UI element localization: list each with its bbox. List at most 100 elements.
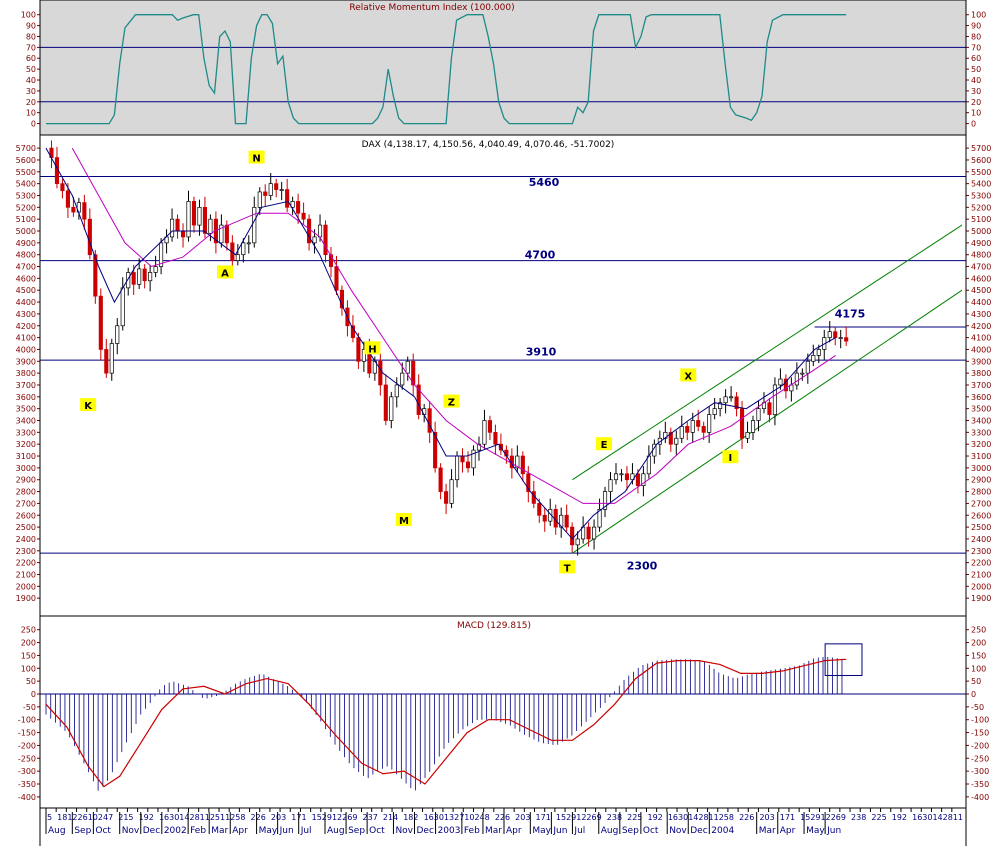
day-label: 10 (88, 813, 98, 822)
price-tick-left: 4000 (16, 345, 36, 354)
day-label: 16 (424, 813, 434, 822)
candle-body (740, 408, 745, 439)
day-label: 6 (749, 813, 754, 822)
candle-body (334, 266, 339, 291)
annotation-marker (364, 341, 381, 355)
price-tick-right: 4300 (971, 310, 991, 319)
day-label: 17 (780, 813, 790, 822)
day-label: 29 (322, 813, 332, 822)
macd-tick-right: -50 (971, 703, 984, 712)
price-tick-left: 2200 (16, 559, 36, 568)
price-tick-left: 3400 (16, 417, 36, 426)
annotation-label: E (601, 440, 608, 451)
month-label: Nov (669, 826, 687, 836)
price-tick-right: 5200 (971, 203, 991, 212)
price-tick-right: 3300 (971, 428, 991, 437)
day-label: 14 (932, 813, 942, 822)
price-tick-right: 2000 (971, 582, 991, 591)
candle-body (98, 295, 103, 350)
candle-body (690, 420, 695, 433)
annotation-marker (443, 394, 460, 408)
candle-body (696, 420, 701, 427)
price-tick-left: 3000 (16, 464, 36, 473)
price-tick-left: 5300 (16, 191, 36, 200)
candle-body (268, 183, 273, 196)
month-label: Feb (190, 826, 206, 836)
price-level-label: 3910 (526, 345, 557, 358)
candle-body (597, 508, 602, 528)
candle-body (685, 426, 690, 433)
candle-body (142, 268, 147, 282)
day-label: 11 (220, 813, 230, 822)
candle-body (246, 242, 251, 245)
candle-body (718, 402, 723, 410)
price-tick-right: 4200 (971, 322, 991, 331)
day-label: 29 (566, 813, 576, 822)
price-tick-left: 3500 (16, 405, 36, 414)
day-label: 14 (688, 813, 698, 822)
day-label: 22 (739, 813, 749, 822)
month-label: Jul (300, 826, 312, 836)
macd-tick-left: -350 (18, 780, 36, 789)
candle-body (252, 206, 257, 244)
price-tick-right: 5500 (971, 168, 991, 177)
candle-body (411, 360, 416, 386)
day-label: 29 (810, 813, 820, 822)
macd-tick-left: 250 (21, 626, 36, 635)
day-label: 1 (790, 813, 795, 822)
month-label: Mar (211, 826, 228, 836)
candle-body (575, 538, 580, 546)
candle-body (526, 473, 531, 492)
candle-body (844, 337, 849, 342)
day-label: 15 (556, 813, 566, 822)
candle-body (307, 218, 312, 244)
candle-body (449, 479, 454, 504)
candle-body (674, 437, 679, 445)
candle-body (170, 218, 175, 238)
annotation-label: Z (448, 398, 455, 409)
candle-body (361, 349, 366, 362)
price-tick-right: 4400 (971, 298, 991, 307)
macd-tick-right: -200 (971, 741, 989, 750)
candle-body (317, 224, 323, 238)
price-tick-right: 3500 (971, 405, 991, 414)
day-label: 3 (770, 813, 775, 822)
macd-tick-right: -300 (971, 767, 989, 776)
day-label: 25 (210, 813, 220, 822)
day-label: 4 (393, 813, 398, 822)
candle-body (175, 218, 180, 232)
month-label: Feb (464, 826, 480, 836)
price-level-label: 4175 (835, 307, 866, 320)
price-tick-left: 4700 (16, 263, 36, 272)
candle-body (564, 514, 569, 528)
price-tick-left: 2500 (16, 523, 36, 532)
candle-body (750, 420, 756, 433)
month-label: Oct (643, 826, 659, 836)
rmi-tick-left: 40 (26, 76, 36, 85)
day-label: 16 (159, 813, 169, 822)
annotation-label: A (221, 268, 229, 279)
annotation-marker (395, 512, 412, 526)
rmi-tick-right: 40 (971, 76, 981, 85)
rmi-tick-left: 60 (26, 54, 36, 63)
annotation-marker (722, 450, 739, 464)
rmi-tick-left: 0 (31, 120, 36, 129)
rmi-tick-right: 60 (971, 54, 981, 63)
candle-body (586, 526, 591, 540)
candle-body (290, 201, 295, 208)
price-tick-left: 3300 (16, 428, 36, 437)
price-tick-left: 5000 (16, 227, 36, 236)
price-tick-left: 2400 (16, 535, 36, 544)
price-tick-left: 3200 (16, 440, 36, 449)
month-label: May (806, 826, 825, 836)
candle-body (104, 349, 109, 374)
price-tick-left: 5400 (16, 180, 36, 189)
price-tick-left: 4200 (16, 322, 36, 331)
panel-frames (39, 0, 967, 846)
candle-body (624, 473, 630, 481)
candle-body (542, 514, 547, 522)
price-tick-right: 2500 (971, 523, 991, 532)
day-label: 20 (515, 813, 525, 822)
day-label: 20 (271, 813, 281, 822)
price-tick-right: 3100 (971, 452, 991, 461)
